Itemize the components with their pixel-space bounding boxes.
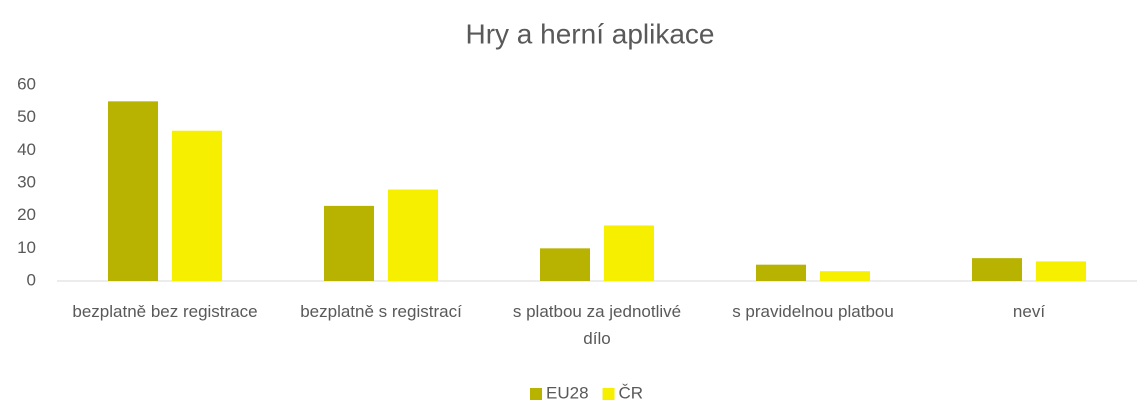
y-tick-label: 10 xyxy=(17,238,36,257)
x-tick-label: bezplatně bez registrace xyxy=(72,302,258,321)
bar xyxy=(540,248,590,281)
y-tick-label: 30 xyxy=(17,172,36,191)
x-tick-label: neví xyxy=(1012,302,1046,321)
bar xyxy=(324,205,374,281)
x-tick-label: s platbou za jednotlivé dílo xyxy=(512,302,682,348)
y-tick-label: 0 xyxy=(27,270,36,289)
y-tick-label: 50 xyxy=(17,107,36,126)
y-tick-label: 20 xyxy=(17,205,36,224)
x-tick-label: bezplatně s registrací xyxy=(300,302,462,321)
legend-label: ČR xyxy=(619,383,644,402)
legend-label: EU28 xyxy=(546,383,589,402)
x-tick-label: s pravidelnou platbou xyxy=(732,302,894,321)
bar xyxy=(1036,261,1086,281)
bar xyxy=(108,101,158,281)
legend-swatch xyxy=(530,388,542,400)
bar xyxy=(388,189,438,281)
y-tick-label: 40 xyxy=(17,140,36,159)
bar xyxy=(172,130,222,281)
bar xyxy=(756,264,806,281)
bar xyxy=(820,271,870,281)
y-tick-label: 60 xyxy=(17,74,36,93)
chart-title: Hry a herní aplikace xyxy=(465,18,714,49)
legend-swatch xyxy=(602,388,615,400)
bar xyxy=(604,225,654,281)
bar xyxy=(972,258,1022,281)
